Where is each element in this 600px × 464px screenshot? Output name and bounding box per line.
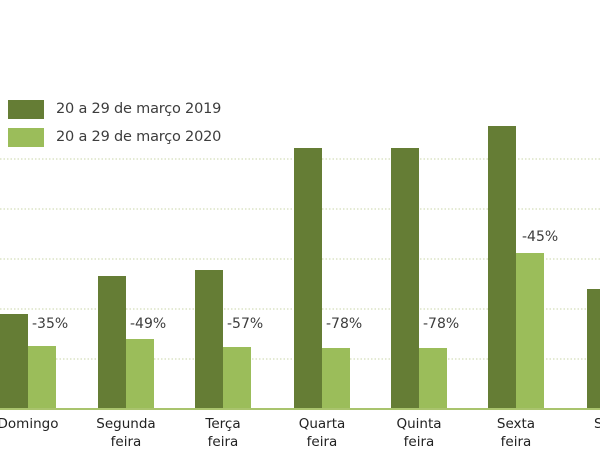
x-tick-label-4-line2: feira [404, 434, 435, 450]
legend-label-2019: 20 a 29 de março 2019 [56, 101, 222, 117]
annotations: -35% -49% -57% -78% -78% -45% [32, 229, 558, 332]
x-tick-label-5-line2: feira [501, 434, 532, 450]
bar-2019-6 [587, 289, 600, 409]
x-tick-label-1-line2: feira [111, 434, 142, 450]
bar-2019-3 [294, 148, 322, 409]
x-tick-label-2: Terça [204, 416, 240, 432]
x-tick-label-6: S [594, 416, 600, 432]
legend-label-2020: 20 a 29 de março 2020 [56, 129, 222, 145]
x-tick-label-1: Segunda [96, 416, 155, 432]
annotation-1: -49% [130, 316, 166, 332]
bar-2020-5 [516, 253, 544, 409]
x-tick-labels: Domingo Segunda feira Terça feira Quarta feira… [0, 416, 600, 450]
bar-2020-1 [126, 339, 154, 409]
x-tick-label-4: Quinta [396, 416, 441, 432]
x-tick-label-3-line2: feira [307, 434, 338, 450]
x-tick-label-2-line2: feira [208, 434, 239, 450]
legend-item-2020: 20 a 29 de março 2020 [8, 123, 221, 151]
legend-swatch-2020 [8, 127, 44, 147]
bar-2019-4 [391, 148, 419, 409]
bar-2020-3 [322, 348, 350, 409]
bar-2019-5 [488, 126, 516, 409]
bar-2019-2 [195, 270, 223, 409]
annotation-2: -57% [227, 316, 263, 332]
x-tick-label-5: Sexta [497, 416, 535, 432]
x-tick-label-0: Domingo [0, 416, 58, 432]
x-tick-label-3: Quarta [299, 416, 346, 432]
bar-2020-2 [223, 347, 251, 409]
legend-item-2019: 20 a 29 de março 2019 [8, 95, 221, 123]
bars [0, 126, 600, 409]
annotation-4: -78% [423, 316, 459, 332]
annotation-5: -45% [522, 229, 558, 245]
bar-2020-0 [28, 346, 56, 409]
annotation-0: -35% [32, 316, 68, 332]
bar-2020-4 [419, 348, 447, 409]
bar-2019-1 [98, 276, 126, 409]
legend-swatch-2019 [8, 99, 44, 119]
legend: 20 a 29 de março 2019 20 a 29 de março 2… [8, 95, 221, 151]
annotation-3: -78% [326, 316, 362, 332]
bar-2019-0 [0, 314, 28, 409]
